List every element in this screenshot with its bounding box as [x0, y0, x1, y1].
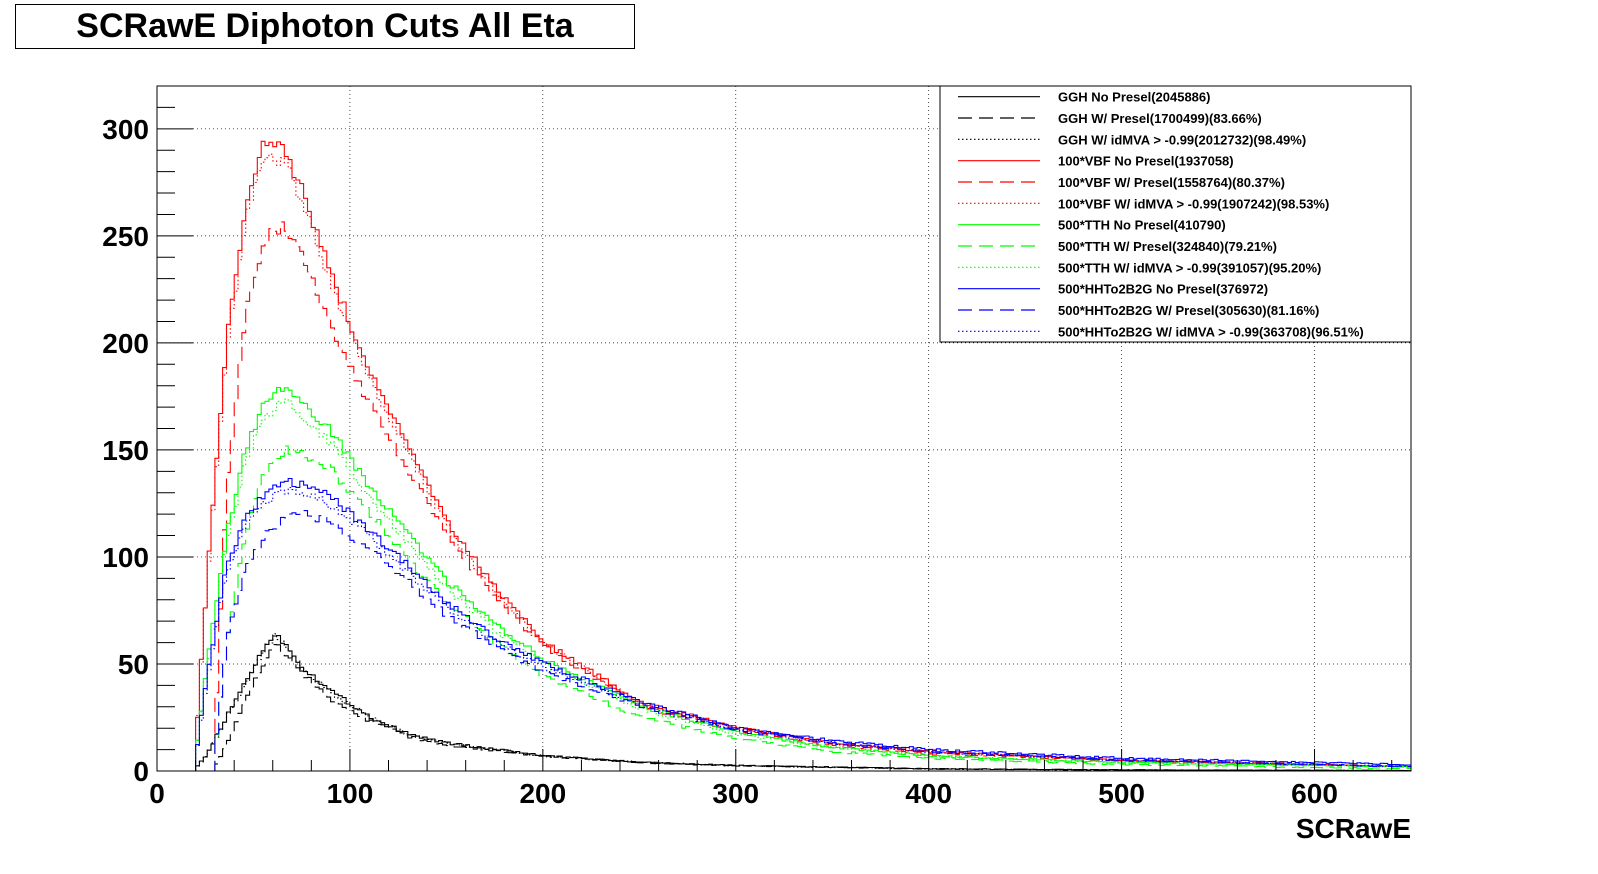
x-tick-label: 100 — [327, 778, 374, 809]
series-line — [211, 644, 1411, 772]
series-line — [211, 445, 1412, 772]
x-axis-title: SCRawE — [1296, 813, 1411, 844]
series-line — [191, 477, 1412, 772]
series-line — [191, 633, 1412, 772]
x-tick-label: 500 — [1098, 778, 1145, 809]
legend-label: 100*VBF W/ idMVA > -0.99(1907242)(98.53%… — [1058, 196, 1329, 211]
series-line — [191, 487, 1412, 772]
y-tick-label: 300 — [102, 114, 149, 145]
y-tick-label: 0 — [133, 756, 149, 787]
x-tick-label: 300 — [712, 778, 759, 809]
x-tick-label: 200 — [519, 778, 566, 809]
chart-title-box: SCRawE Diphoton Cuts All Eta — [15, 4, 635, 49]
legend-label: 500*TTH W/ Presel(324840)(79.21%) — [1058, 239, 1277, 254]
legend: GGH No Presel(2045886) GGH W/ Presel(1700… — [939, 85, 1412, 343]
legend-label: GGH W/ idMVA > -0.99(2012732)(98.49%) — [1058, 132, 1306, 147]
chart-title: SCRawE Diphoton Cuts All Eta — [76, 7, 574, 45]
y-tick-label: 150 — [102, 435, 149, 466]
x-tick-label: 400 — [905, 778, 952, 809]
y-tick-label: 200 — [102, 328, 149, 359]
y-tick-label: 100 — [102, 542, 149, 573]
series-line — [191, 386, 1412, 772]
legend-label: 500*HHTo2B2G W/ Presel(305630)(81.16%) — [1058, 303, 1319, 318]
legend-label: 500*HHTo2B2G W/ idMVA > -0.99(363708)(96… — [1058, 324, 1364, 339]
series-line — [191, 398, 1412, 772]
series-line — [191, 153, 1412, 772]
series-line — [191, 635, 1412, 772]
legend-label: 500*TTH W/ idMVA > -0.99(391057)(95.20%) — [1058, 260, 1321, 275]
y-tick-label: 250 — [102, 221, 149, 252]
legend-box — [939, 85, 1412, 343]
legend-label: 500*TTH No Presel(410790) — [1058, 218, 1226, 233]
legend-label: 100*VBF W/ Presel(1558764)(80.37%) — [1058, 175, 1285, 190]
series-layer — [191, 140, 1412, 772]
x-tick-label: 0 — [149, 778, 165, 809]
x-tick-label: 600 — [1291, 778, 1338, 809]
legend-label: 100*VBF No Presel(1937058) — [1058, 154, 1234, 169]
series-line — [211, 510, 1412, 772]
legend-label: GGH No Presel(2045886) — [1058, 90, 1210, 105]
legend-label: 500*HHTo2B2G No Presel(376972) — [1058, 282, 1268, 297]
axis-layer: 0 100 200 300 400 500 600 0 50 100 150 200 250 300 — [102, 85, 1393, 809]
y-tick-label: 50 — [118, 649, 149, 680]
legend-label: GGH W/ Presel(1700499)(83.66%) — [1058, 111, 1262, 126]
